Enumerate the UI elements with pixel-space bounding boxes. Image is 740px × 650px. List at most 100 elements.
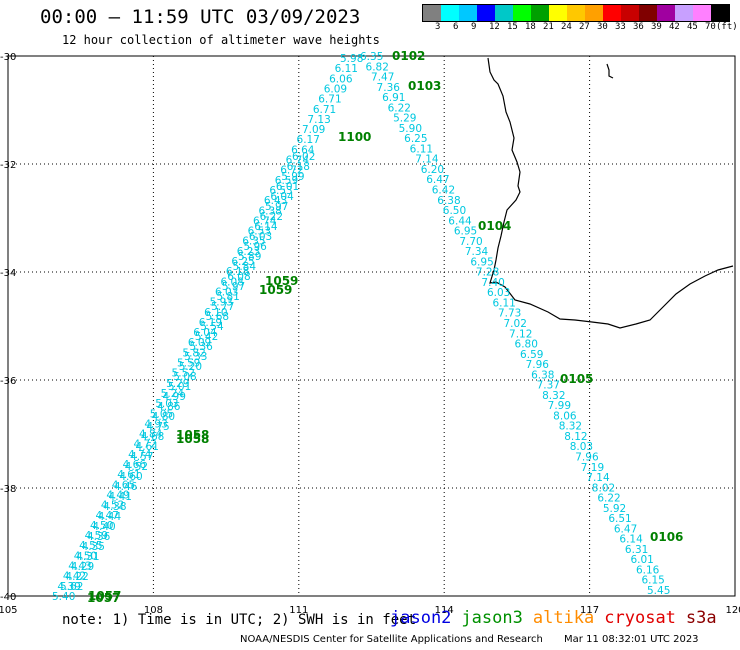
descending-track-value: 5.45 bbox=[647, 585, 670, 597]
ascending-track-value: 4.86 bbox=[157, 401, 181, 413]
ascending-track-value: 4.55 bbox=[79, 540, 102, 552]
descending-track-value: 6.38 bbox=[531, 369, 554, 381]
legend-tick-label: 12 bbox=[489, 22, 500, 32]
ascending-track-value: 6.71 bbox=[313, 104, 336, 116]
ascending-track-value: 7.13 bbox=[307, 114, 330, 126]
legend-tick-label: 21 bbox=[543, 22, 554, 32]
ascending-track-value: 5.62 bbox=[60, 581, 83, 593]
ascending-track-value: 5.77 bbox=[211, 301, 234, 313]
ascending-track-value: 4.74 bbox=[128, 449, 152, 461]
ascending-track-value: 5.40 bbox=[52, 591, 75, 603]
descending-track-value: 7.14 bbox=[415, 154, 439, 166]
descending-track-value: 6.59 bbox=[520, 349, 543, 361]
descending-track-value: 7.73 bbox=[498, 308, 521, 320]
pass-time-label: 0105 bbox=[560, 372, 593, 386]
ascending-track-value: 5.33 bbox=[184, 351, 207, 363]
page-subtitle: 12 hour collection of altimeter wave hei… bbox=[62, 33, 380, 47]
ascending-track-value: 4.59 bbox=[85, 530, 108, 542]
descending-track-value: 8.12 bbox=[564, 431, 587, 443]
descending-track-value: 6.03 bbox=[487, 287, 510, 299]
legend-tick-label: 15 bbox=[507, 22, 518, 32]
satellite-jason3: jason3 bbox=[461, 608, 523, 628]
pass-time-label: 1059 bbox=[259, 283, 292, 297]
ascending-track-value: 4.57 bbox=[130, 451, 153, 463]
descending-track-value: 6.20 bbox=[421, 164, 444, 176]
ascending-track-value: 6.72 bbox=[280, 165, 303, 177]
legend-swatch bbox=[675, 5, 693, 21]
descending-track-value: 7.99 bbox=[548, 400, 571, 412]
legend-tick-label: 6 bbox=[453, 22, 459, 32]
legend-tick-label: 18 bbox=[525, 22, 536, 32]
descending-track-value: 5.29 bbox=[393, 113, 416, 125]
descending-track-value: 7.12 bbox=[509, 328, 532, 340]
descending-track-value: 8.06 bbox=[553, 410, 577, 422]
descending-track-value: 6.44 bbox=[448, 215, 472, 227]
descending-track-value: 7.28 bbox=[476, 267, 499, 279]
map-frame bbox=[7, 55, 736, 597]
pass-time-label: 1100 bbox=[338, 130, 371, 144]
satellite-cryosat: cryosat bbox=[604, 608, 676, 628]
footer-credit: NOAA/NESDIS Center for Satellite Applica… bbox=[240, 634, 699, 645]
pass-time-label: 0104 bbox=[478, 219, 511, 233]
ascending-track-value: 4.46 bbox=[114, 481, 138, 493]
ascending-track-value: 4.36 bbox=[87, 531, 111, 543]
footer-note: note: 1) Time is in UTC; 2) SWH is in fe… bbox=[62, 612, 417, 628]
ascending-track-value: 5.98 bbox=[340, 53, 363, 65]
descending-track-value: 6.42 bbox=[432, 185, 455, 197]
ascending-track-value: 5.68 bbox=[206, 311, 229, 323]
legend-tick-label: 33 bbox=[615, 22, 626, 32]
ascending-track-value: 6.35 bbox=[242, 236, 265, 248]
descending-track-value: 7.96 bbox=[575, 452, 599, 464]
color-legend-labels: 3 6 9 12 15 18 21 24 27 30 33 36 39 42 45 70 (ft) bbox=[422, 22, 740, 34]
ascending-track-value: 5.24 bbox=[161, 388, 185, 400]
descending-track-value: 6.95 bbox=[454, 226, 477, 238]
ascending-track-value: 6.59 bbox=[275, 175, 298, 187]
legend-swatch bbox=[603, 5, 621, 21]
latitude-tick-label: -32 bbox=[0, 160, 16, 171]
descending-track-value: 7.19 bbox=[581, 462, 604, 474]
ascending-track-value: 5.05 bbox=[150, 408, 173, 420]
ascending-track-value: 4.99 bbox=[163, 391, 186, 403]
descending-track-value: 7.40 bbox=[481, 277, 504, 289]
longitude-tick-label: 117 bbox=[580, 605, 599, 616]
longitude-tick-label: 105 bbox=[0, 605, 18, 616]
legend-tick-label: 42 bbox=[669, 22, 680, 32]
ascending-track-value: 5.99 bbox=[281, 171, 304, 183]
descending-track-value: 6.51 bbox=[608, 513, 631, 525]
ascending-track-value: 7.09 bbox=[302, 124, 325, 136]
ascending-track-value: 6.09 bbox=[324, 83, 347, 95]
satellite-altika: altika bbox=[532, 608, 595, 628]
pass-time-label: 0106 bbox=[650, 530, 683, 544]
legend-swatch bbox=[531, 5, 549, 21]
ascending-track-value: 6.74 bbox=[253, 215, 277, 227]
ascending-track-value: 6.11 bbox=[335, 63, 358, 75]
legend-tick-label: 45 bbox=[687, 22, 698, 32]
ascending-track-value: 4.66 bbox=[123, 459, 147, 471]
satellite-s3a: s3a bbox=[685, 608, 717, 628]
descending-track-value: 7.14 bbox=[586, 472, 610, 484]
ascending-track-value: 5.84 bbox=[233, 261, 257, 273]
descending-track-value: 8.32 bbox=[542, 390, 565, 402]
ascending-track-value: 6.74 bbox=[286, 155, 310, 167]
legend-swatch bbox=[567, 5, 585, 21]
ascending-track-value: 5.52 bbox=[172, 368, 195, 380]
ascending-track-value: 5.82 bbox=[182, 347, 205, 359]
ascending-track-value: 5.97 bbox=[222, 281, 245, 293]
descending-track-value: 7.70 bbox=[459, 236, 482, 248]
color-legend bbox=[422, 4, 730, 22]
pass-time-label: 1058 bbox=[176, 428, 209, 442]
ascending-track-value: 4.61 bbox=[136, 441, 159, 453]
ascending-track-value: 6.02 bbox=[292, 151, 315, 163]
ascending-track-value: 6.22 bbox=[260, 211, 283, 223]
legend-swatch bbox=[621, 5, 639, 21]
latitude-tick-label: -40 bbox=[0, 592, 16, 603]
ascending-track-value: 6.10 bbox=[204, 307, 227, 319]
descending-track-value: 6.50 bbox=[443, 205, 466, 217]
ascending-track-value: 6.19 bbox=[199, 317, 222, 329]
descending-track-value: 6.47 bbox=[614, 523, 637, 535]
ascending-track-value: 6.06 bbox=[329, 73, 353, 85]
legend-tick-label: 24 bbox=[561, 22, 572, 32]
ascending-track-value: 4.52 bbox=[125, 461, 148, 473]
ascending-track-value: 5.36 bbox=[189, 341, 213, 353]
